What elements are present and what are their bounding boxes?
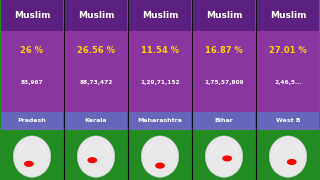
Text: West B: West B xyxy=(276,118,300,123)
FancyBboxPatch shape xyxy=(1,130,63,180)
Text: 1,75,57,809: 1,75,57,809 xyxy=(204,80,244,85)
Ellipse shape xyxy=(77,136,115,177)
Text: 1,29,71,152: 1,29,71,152 xyxy=(140,80,180,85)
FancyBboxPatch shape xyxy=(65,0,127,31)
FancyBboxPatch shape xyxy=(129,31,191,112)
FancyBboxPatch shape xyxy=(65,31,127,112)
FancyBboxPatch shape xyxy=(193,130,255,180)
FancyBboxPatch shape xyxy=(257,130,319,180)
Text: 26.56 %: 26.56 % xyxy=(77,46,115,55)
Text: Kerala: Kerala xyxy=(85,118,107,123)
Circle shape xyxy=(156,163,164,168)
Text: Muslim: Muslim xyxy=(14,11,50,20)
Circle shape xyxy=(288,160,296,164)
FancyBboxPatch shape xyxy=(257,31,319,112)
Text: 83,967: 83,967 xyxy=(20,80,44,85)
Circle shape xyxy=(88,158,96,163)
FancyBboxPatch shape xyxy=(65,130,127,180)
FancyBboxPatch shape xyxy=(129,130,191,180)
FancyBboxPatch shape xyxy=(257,112,319,130)
Ellipse shape xyxy=(269,136,307,177)
FancyBboxPatch shape xyxy=(193,112,255,130)
Text: Pradesh: Pradesh xyxy=(18,118,46,123)
Text: 16.87 %: 16.87 % xyxy=(205,46,243,55)
Ellipse shape xyxy=(13,136,51,177)
FancyBboxPatch shape xyxy=(1,112,63,130)
Text: Maharashtra: Maharashtra xyxy=(138,118,182,123)
Ellipse shape xyxy=(141,136,179,177)
Text: Muslim: Muslim xyxy=(142,11,178,20)
Ellipse shape xyxy=(205,136,243,177)
Text: 26 %: 26 % xyxy=(20,46,44,55)
FancyBboxPatch shape xyxy=(257,0,319,31)
Text: Muslim: Muslim xyxy=(270,11,306,20)
Text: 27.01 %: 27.01 % xyxy=(269,46,307,55)
FancyBboxPatch shape xyxy=(65,112,127,130)
Text: 11.54 %: 11.54 % xyxy=(141,46,179,55)
Circle shape xyxy=(223,156,231,161)
FancyBboxPatch shape xyxy=(129,112,191,130)
Text: Bihar: Bihar xyxy=(215,118,233,123)
Text: Muslim: Muslim xyxy=(78,11,114,20)
FancyBboxPatch shape xyxy=(193,0,255,31)
FancyBboxPatch shape xyxy=(129,0,191,31)
Text: 2,46,5...: 2,46,5... xyxy=(274,80,302,85)
Text: 88,73,472: 88,73,472 xyxy=(79,80,113,85)
FancyBboxPatch shape xyxy=(1,31,63,112)
Text: Muslim: Muslim xyxy=(206,11,242,20)
FancyBboxPatch shape xyxy=(1,0,63,31)
FancyBboxPatch shape xyxy=(193,31,255,112)
Circle shape xyxy=(25,161,33,166)
